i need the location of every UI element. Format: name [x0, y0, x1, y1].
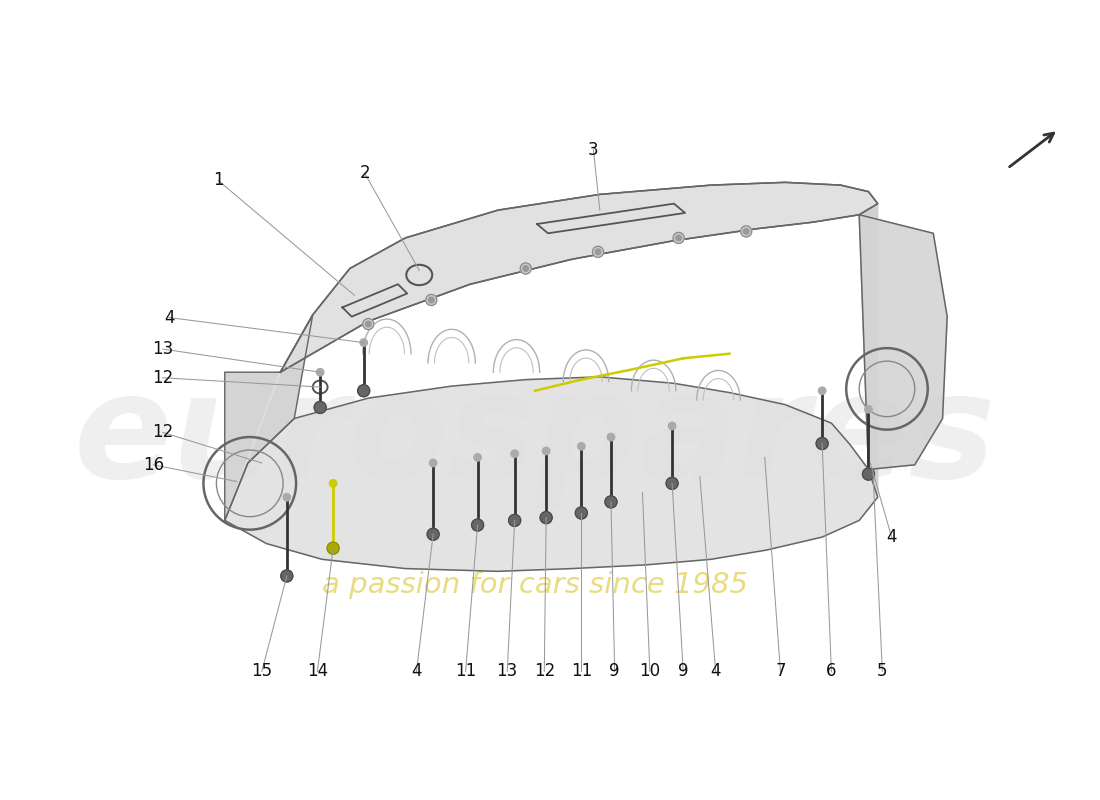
Polygon shape: [859, 204, 878, 498]
Text: 13: 13: [152, 340, 174, 358]
Text: a passion for cars since 1985: a passion for cars since 1985: [322, 571, 748, 599]
Circle shape: [669, 422, 675, 430]
Text: 9: 9: [609, 662, 620, 680]
Circle shape: [283, 494, 290, 501]
Circle shape: [472, 519, 484, 531]
Circle shape: [865, 406, 872, 413]
Circle shape: [429, 297, 434, 302]
Circle shape: [522, 266, 528, 271]
Text: 13: 13: [496, 662, 518, 680]
Text: 4: 4: [164, 309, 175, 326]
Circle shape: [607, 434, 615, 441]
Circle shape: [816, 438, 828, 450]
Text: 15: 15: [251, 662, 273, 680]
Text: 14: 14: [307, 662, 328, 680]
Text: 4: 4: [411, 662, 421, 680]
Text: eurospares: eurospares: [74, 366, 997, 507]
Circle shape: [740, 226, 751, 237]
Circle shape: [280, 570, 293, 582]
Text: 4: 4: [887, 528, 896, 546]
Circle shape: [426, 294, 437, 306]
Circle shape: [427, 528, 439, 540]
Text: 11: 11: [571, 662, 592, 680]
Circle shape: [675, 235, 681, 241]
Text: 2: 2: [360, 164, 370, 182]
Polygon shape: [224, 314, 312, 521]
Circle shape: [315, 402, 327, 414]
Text: 12: 12: [152, 423, 174, 442]
Text: 9: 9: [678, 662, 689, 680]
Circle shape: [818, 387, 826, 394]
Circle shape: [667, 478, 678, 490]
Text: 11: 11: [455, 662, 476, 680]
Circle shape: [508, 514, 520, 526]
Polygon shape: [859, 214, 947, 470]
Circle shape: [520, 263, 531, 274]
Circle shape: [673, 232, 684, 243]
Text: 3: 3: [588, 141, 598, 159]
Text: 7: 7: [776, 662, 785, 680]
Circle shape: [862, 468, 874, 480]
Circle shape: [358, 385, 370, 397]
Circle shape: [595, 249, 601, 254]
Circle shape: [360, 339, 367, 346]
Circle shape: [327, 542, 339, 554]
Circle shape: [363, 318, 374, 330]
Text: 12: 12: [152, 369, 174, 386]
Circle shape: [593, 246, 604, 258]
Text: 1: 1: [213, 171, 223, 190]
Circle shape: [540, 512, 552, 524]
Circle shape: [429, 459, 437, 466]
Circle shape: [365, 322, 371, 327]
Circle shape: [605, 496, 617, 508]
Polygon shape: [224, 182, 878, 571]
Circle shape: [542, 447, 550, 454]
Circle shape: [329, 480, 337, 487]
Circle shape: [575, 507, 587, 519]
Text: 12: 12: [534, 662, 554, 680]
Text: 16: 16: [143, 456, 164, 474]
Circle shape: [578, 442, 585, 450]
Circle shape: [474, 454, 482, 461]
Circle shape: [744, 229, 749, 234]
Text: 4: 4: [711, 662, 720, 680]
Circle shape: [510, 450, 518, 458]
Polygon shape: [280, 182, 878, 372]
Text: 10: 10: [639, 662, 660, 680]
Text: 6: 6: [826, 662, 837, 680]
Text: 5: 5: [877, 662, 888, 680]
Circle shape: [317, 369, 323, 376]
